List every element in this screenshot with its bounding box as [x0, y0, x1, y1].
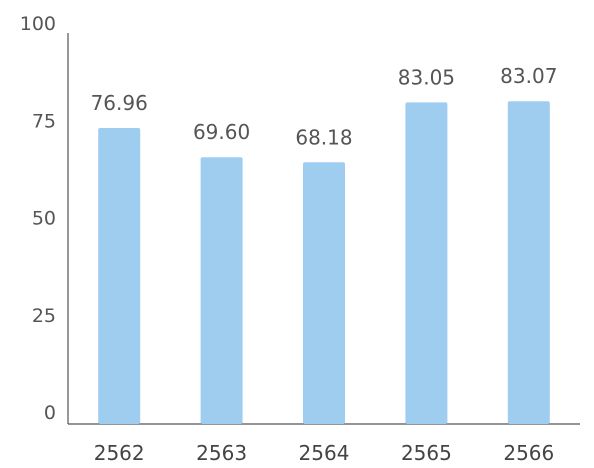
data-label-2565: 83.05 [398, 65, 455, 89]
bar-2565 [405, 102, 448, 424]
bar-2563 [200, 157, 243, 424]
y-tick-label: 100 [20, 13, 56, 35]
x-tick-label: 2563 [196, 441, 247, 465]
y-tick-label: 75 [32, 110, 56, 132]
y-tick-label: 0 [44, 402, 56, 424]
x-tick-label: 2564 [299, 441, 350, 465]
bar-2562 [98, 128, 141, 424]
bar-2566 [507, 101, 550, 425]
bars [98, 101, 550, 425]
y-tick-label: 50 [32, 208, 56, 230]
y-axis: 0 25 50 75 100 [20, 13, 69, 424]
data-label-2566: 83.07 [500, 64, 557, 88]
y-tick-label: 25 [32, 305, 56, 327]
x-tick-label: 2562 [94, 441, 145, 465]
x-axis: 2562 2563 2564 2565 2566 [68, 423, 580, 465]
bar-2564 [303, 162, 345, 424]
x-tick-label: 2566 [503, 441, 554, 465]
data-label-2562: 76.96 [91, 91, 148, 115]
data-label-2564: 68.18 [295, 125, 352, 149]
x-tick-label: 2565 [401, 441, 452, 465]
data-labels: 76.96 69.60 68.18 83.05 83.07 [91, 64, 558, 149]
data-label-2563: 69.60 [193, 120, 250, 144]
